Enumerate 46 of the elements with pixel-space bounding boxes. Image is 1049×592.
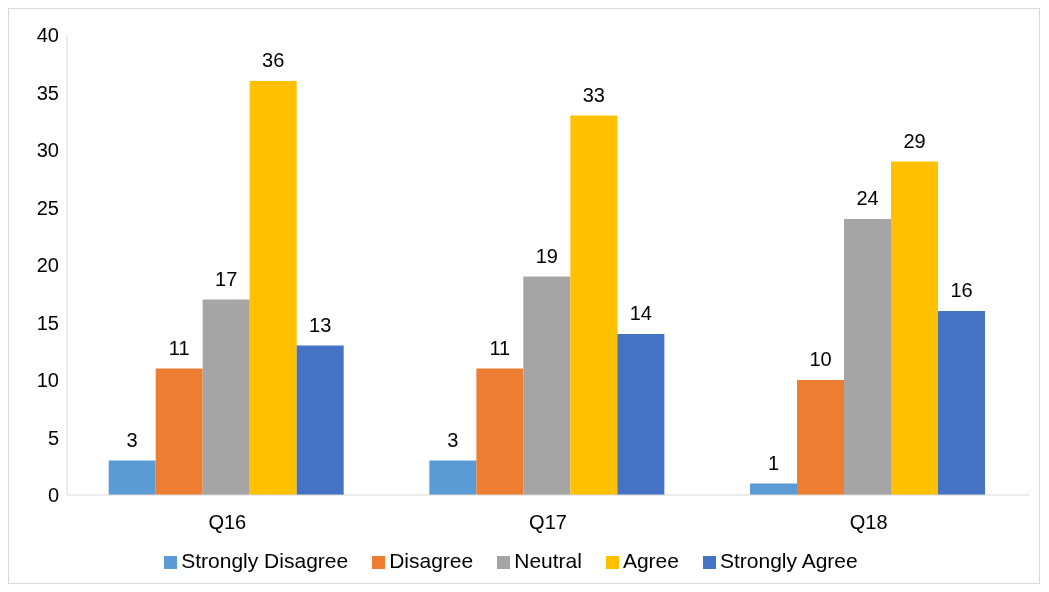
bar	[429, 460, 477, 495]
legend-label: Strongly Disagree	[181, 549, 349, 572]
y-tick-label: 5	[47, 426, 59, 449]
data-label: 10	[809, 348, 832, 370]
legend-label: Strongly Agree	[719, 549, 858, 572]
x-tick-label: Q16	[208, 511, 247, 534]
data-label: 3	[126, 428, 138, 451]
y-tick-label: 25	[36, 196, 59, 219]
data-label: 3	[447, 428, 459, 451]
bar	[570, 115, 618, 495]
y-tick-label: 40	[36, 24, 59, 47]
data-label: 29	[903, 129, 926, 152]
y-tick-label: 20	[36, 254, 59, 277]
x-tick-label: Q18	[849, 511, 888, 534]
data-label: 33	[582, 83, 605, 106]
bar	[476, 368, 524, 495]
bar	[523, 276, 571, 495]
data-label: 14	[629, 302, 652, 324]
bar	[797, 380, 845, 495]
y-tick-label: 35	[36, 81, 59, 104]
data-label: 17	[215, 267, 238, 290]
data-label: 13	[309, 313, 332, 336]
bar	[891, 161, 939, 495]
bar	[844, 219, 892, 495]
legend-label: Disagree	[389, 549, 474, 572]
data-label: 36	[262, 49, 285, 71]
bar	[617, 334, 665, 495]
bar	[202, 299, 250, 495]
legend-label: Neutral	[514, 549, 582, 572]
y-tick-label: 30	[36, 139, 59, 162]
data-label: 19	[535, 244, 558, 267]
data-label: 24	[856, 187, 879, 209]
y-tick-label: 10	[36, 369, 59, 392]
bar	[938, 311, 986, 495]
data-label: 11	[168, 336, 190, 359]
y-tick-label: 0	[47, 484, 59, 507]
legend-label: Agree	[622, 549, 679, 572]
bar	[296, 345, 344, 495]
data-label: 16	[950, 279, 973, 301]
data-label: 11	[489, 336, 511, 359]
bar	[249, 81, 297, 495]
bar	[108, 460, 156, 495]
bar	[155, 368, 203, 495]
data-label: 1	[767, 451, 780, 474]
y-tick-label: 15	[36, 311, 59, 334]
x-tick-label: Q17	[529, 511, 567, 534]
